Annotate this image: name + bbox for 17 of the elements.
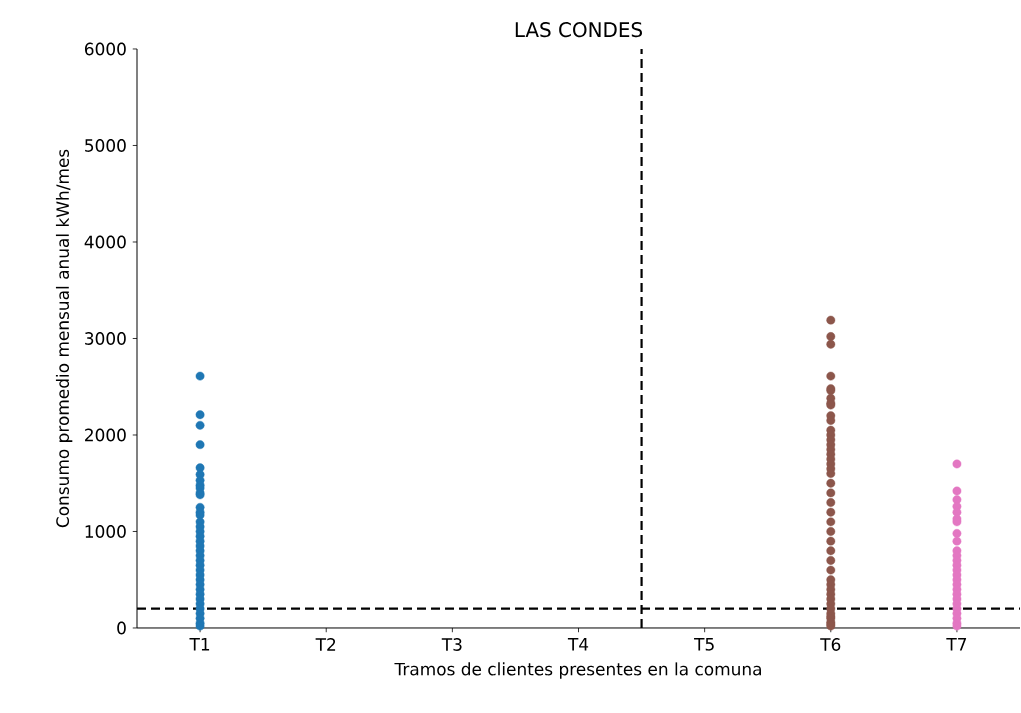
y-tick-label: 2000 [85,428,126,442]
y-axis-title: Consumo promedio mensual anual kWh/mes [55,149,73,528]
x-axis-title: Tramos de clientes presentes en la comuna [394,662,761,679]
y-tick-label: 1000 [85,525,126,538]
y-tick-label: 4000 [84,235,126,249]
x-tick-label: T5 [694,638,714,651]
chart-title: LAS CONDES [515,22,642,38]
x-tick-label: T1 [189,638,210,651]
x-tick-label: T6 [820,638,841,651]
x-tick-label: T7 [946,638,967,651]
x-tick-label: T2 [315,638,336,651]
y-tick-label: 5000 [85,139,126,152]
y-tick-label: 3000 [85,332,126,345]
y-tick-label: 0 [117,621,126,635]
y-tick-label: 6000 [85,42,126,56]
x-tick-label: T4 [567,638,589,651]
x-tick-label: T3 [441,638,462,651]
